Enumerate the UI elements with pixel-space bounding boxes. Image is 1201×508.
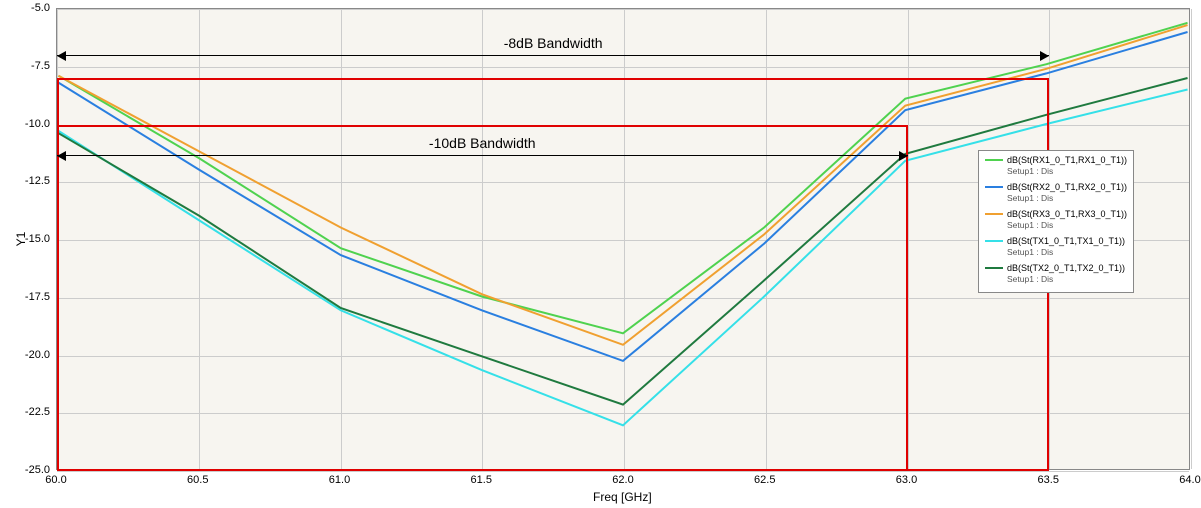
legend-series-sub: Setup1 : Dis [1007, 247, 1127, 257]
x-axis-label: Freq [GHz] [593, 490, 652, 504]
chart-container: -8dB Bandwidth -10dB Bandwidth Freq [GHz]… [0, 0, 1201, 508]
grid-line-v [482, 9, 483, 469]
legend-series-sub: Setup1 : Dis [1007, 166, 1127, 176]
y-tick-label: -20.0 [25, 349, 50, 361]
grid-line-h [57, 125, 1189, 126]
grid-line-v [57, 9, 58, 469]
legend-entry: dB(St(RX2_0_T1,RX2_0_T1))Setup1 : Dis [985, 182, 1127, 203]
legend-series-name: dB(St(RX1_0_T1,RX1_0_T1)) [1007, 155, 1127, 166]
legend-entry: dB(St(TX1_0_T1,TX1_0_T1))Setup1 : Dis [985, 236, 1127, 257]
x-tick-label: 63.5 [1038, 474, 1059, 486]
grid-line-v [624, 9, 625, 469]
legend-series-name: dB(St(TX2_0_T1,TX2_0_T1)) [1007, 263, 1125, 274]
bandwidth-label: -10dB Bandwidth [429, 135, 536, 151]
y-tick-label: -10.0 [25, 118, 50, 130]
x-tick-label: 63.0 [896, 474, 917, 486]
legend-swatch [985, 240, 1003, 242]
legend-series-sub: Setup1 : Dis [1007, 193, 1127, 203]
grid-line-h [57, 356, 1189, 357]
x-tick-label: 62.5 [754, 474, 775, 486]
grid-line-h [57, 298, 1189, 299]
y-tick-label: -22.5 [25, 406, 50, 418]
grid-line-h [57, 9, 1189, 10]
y-tick-label: -12.5 [25, 175, 50, 187]
y-tick-label: -7.5 [31, 60, 50, 72]
y-tick-label: -5.0 [31, 2, 50, 14]
x-tick-label: 61.5 [471, 474, 492, 486]
bandwidth-box [57, 78, 1049, 471]
x-tick-label: 62.0 [612, 474, 633, 486]
bandwidth-label: -8dB Bandwidth [504, 35, 603, 51]
grid-line-v [908, 9, 909, 469]
legend-entry: dB(St(RX3_0_T1,RX3_0_T1))Setup1 : Dis [985, 209, 1127, 230]
grid-line-h [57, 413, 1189, 414]
legend-series-sub: Setup1 : Dis [1007, 274, 1127, 284]
x-tick-label: 61.0 [329, 474, 350, 486]
legend-series-name: dB(St(RX3_0_T1,RX3_0_T1)) [1007, 209, 1127, 220]
legend-swatch [985, 213, 1003, 215]
legend-swatch [985, 159, 1003, 161]
grid-line-v [766, 9, 767, 469]
legend-swatch [985, 186, 1003, 188]
grid-line-h [57, 471, 1189, 472]
grid-line-v [199, 9, 200, 469]
grid-line-v [1191, 9, 1192, 469]
legend-series-sub: Setup1 : Dis [1007, 220, 1127, 230]
x-tick-label: 60.5 [187, 474, 208, 486]
y-tick-label: -17.5 [25, 291, 50, 303]
y-tick-label: -15.0 [25, 233, 50, 245]
legend-swatch [985, 267, 1003, 269]
bandwidth-arrow [57, 55, 1049, 56]
x-tick-label: 64.0 [1179, 474, 1200, 486]
y-tick-label: -25.0 [25, 464, 50, 476]
grid-line-h [57, 67, 1189, 68]
legend-entry: dB(St(RX1_0_T1,RX1_0_T1))Setup1 : Dis [985, 155, 1127, 176]
grid-line-v [341, 9, 342, 469]
legend-entry: dB(St(TX2_0_T1,TX2_0_T1))Setup1 : Dis [985, 263, 1127, 284]
legend-series-name: dB(St(RX2_0_T1,RX2_0_T1)) [1007, 182, 1127, 193]
legend-series-name: dB(St(TX1_0_T1,TX1_0_T1)) [1007, 236, 1125, 247]
legend: dB(St(RX1_0_T1,RX1_0_T1))Setup1 : DisdB(… [978, 150, 1134, 293]
